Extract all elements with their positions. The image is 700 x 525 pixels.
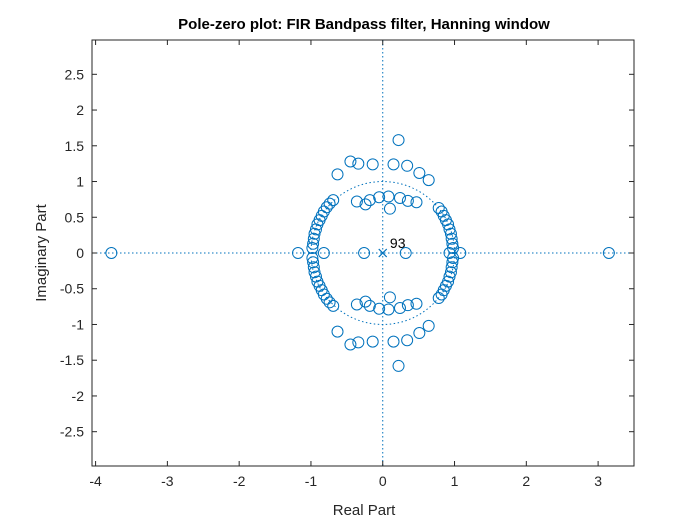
zero-marker xyxy=(350,298,363,311)
x-axis-label: Real Part xyxy=(333,502,396,519)
zero-marker xyxy=(358,247,371,259)
zero-marker xyxy=(327,299,340,312)
zero-marker xyxy=(383,202,396,215)
zero-marker xyxy=(344,155,357,168)
zero-marker xyxy=(442,218,455,231)
zero-marker xyxy=(447,252,460,265)
y-axis-label: Imaginary Part xyxy=(33,203,50,301)
zero-marker xyxy=(444,266,457,279)
zero-marker xyxy=(445,261,458,274)
zero-marker xyxy=(306,241,319,254)
zero-marker xyxy=(401,334,414,347)
zero-marker xyxy=(323,296,336,309)
zero-marker xyxy=(373,191,386,204)
zero-marker xyxy=(307,237,320,250)
y-tick-label: -2 xyxy=(72,388,85,404)
zero-marker xyxy=(444,227,457,240)
zero-marker xyxy=(359,198,372,211)
zero-marker xyxy=(413,327,426,340)
zero-marker xyxy=(446,256,459,269)
zero-marker xyxy=(410,297,423,310)
zero-marker xyxy=(366,335,379,348)
zero-marker xyxy=(363,194,376,207)
zero-marker xyxy=(383,291,396,304)
zero-marker xyxy=(311,218,324,231)
zero-marker xyxy=(331,168,344,181)
y-tick-label: 2 xyxy=(76,102,84,118)
y-tick-label: -2.5 xyxy=(60,424,84,440)
zero-marker xyxy=(399,247,412,259)
y-tick-label: -1 xyxy=(72,316,85,332)
x-tick-label: -4 xyxy=(89,473,102,489)
zero-marker xyxy=(392,134,405,147)
y-tick-label: 0 xyxy=(76,245,84,261)
zero-marker xyxy=(413,166,426,179)
y-tick-label: 1 xyxy=(76,174,84,190)
zero-marker xyxy=(350,195,363,208)
pole-multiplicity-label: 93 xyxy=(390,235,406,251)
y-tick-label: -0.5 xyxy=(60,281,84,297)
pole-marker xyxy=(378,248,388,258)
zero-marker xyxy=(387,335,400,348)
zero-marker xyxy=(401,194,414,207)
zero-marker xyxy=(602,247,615,259)
zero-marker xyxy=(105,247,118,259)
zero-marker xyxy=(393,191,406,204)
zero-marker xyxy=(307,232,320,245)
zero-marker xyxy=(327,194,340,207)
zero-marker xyxy=(373,302,386,315)
y-tick-label: 2.5 xyxy=(65,66,85,82)
zero-marker xyxy=(422,174,435,187)
zero-marker xyxy=(401,299,414,312)
zero-marker xyxy=(410,196,423,209)
zero-marker xyxy=(352,157,365,170)
zero-marker xyxy=(307,256,320,269)
y-tick-label: 0.5 xyxy=(65,209,85,225)
x-tick-label: 1 xyxy=(451,473,459,489)
zero-marker xyxy=(311,275,324,288)
zero-marker xyxy=(352,336,365,349)
zero-marker xyxy=(308,227,321,240)
x-tick-label: 3 xyxy=(594,473,602,489)
zero-marker xyxy=(445,232,458,245)
zero-marker xyxy=(323,197,336,210)
zero-marker xyxy=(442,275,455,288)
zero-marker xyxy=(393,302,406,315)
zero-marker xyxy=(317,247,330,259)
plot-area: -4 -3 -2 -1 0 1 2 3 2.5 2 1.5 1 0.5 0 -0.5 -1 -1.5 -2 -2.5… xyxy=(60,39,635,489)
zero-marker xyxy=(447,241,460,254)
zero-marker xyxy=(422,319,435,332)
zero-marker xyxy=(359,295,372,308)
chart-title: Pole-zero plot: FIR Bandpass filter, Han… xyxy=(178,16,550,33)
x-tick-label: -2 xyxy=(233,473,246,489)
zero-marker xyxy=(401,159,414,172)
zero-marker xyxy=(363,299,376,312)
zero-marker xyxy=(307,261,320,274)
zero-marker xyxy=(392,359,405,372)
y-tick-label: 1.5 xyxy=(65,138,85,154)
zero-marker xyxy=(308,266,321,279)
zero-marker xyxy=(366,158,379,171)
x-tick-label: 2 xyxy=(522,473,530,489)
zero-marker xyxy=(344,338,357,351)
y-tick-label: -1.5 xyxy=(60,352,84,368)
zero-marker xyxy=(382,190,395,203)
zero-marker xyxy=(382,303,395,316)
zero-marker xyxy=(387,158,400,171)
zero-marker xyxy=(306,252,319,265)
x-tick-label: 0 xyxy=(379,473,387,489)
x-tick-label: -3 xyxy=(161,473,174,489)
zero-marker xyxy=(292,247,305,259)
x-tick-label: -1 xyxy=(305,473,318,489)
zero-marker xyxy=(331,325,344,338)
zero-marker xyxy=(446,237,459,250)
